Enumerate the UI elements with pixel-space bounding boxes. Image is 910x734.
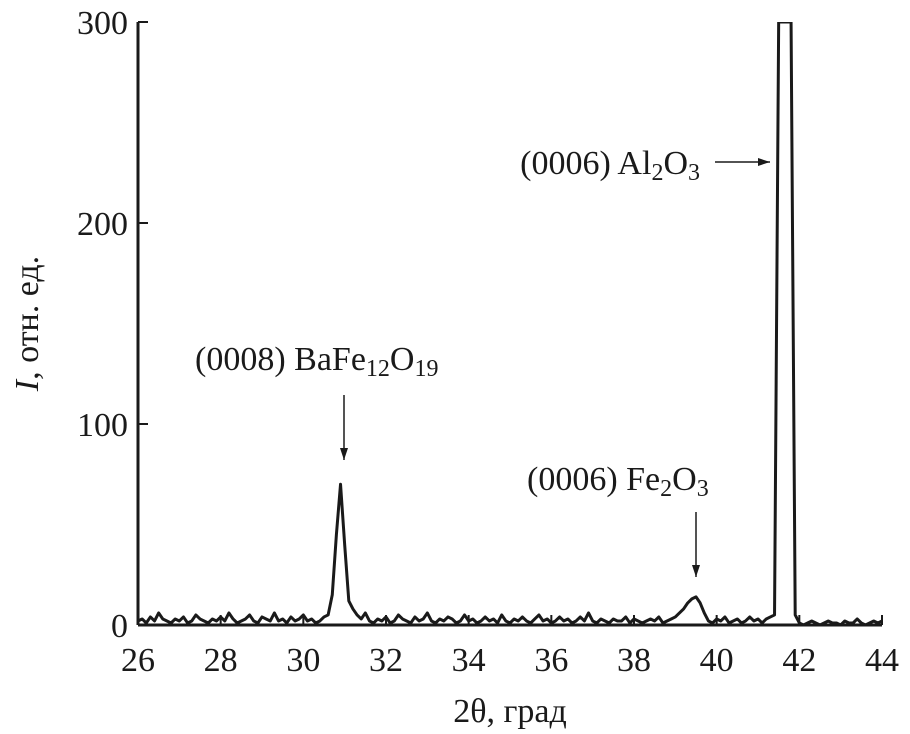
- text-part: 19: [414, 356, 438, 382]
- annotation: (0006) Fe2O3: [527, 461, 709, 502]
- text-part: O: [663, 145, 688, 182]
- y-tick-label: 300: [77, 5, 128, 42]
- annotation: (0006) Al2O3: [520, 145, 700, 186]
- text-part: (0006) Fe: [527, 461, 660, 498]
- x-tick-label: 42: [782, 642, 816, 679]
- x-tick-label: 32: [369, 642, 403, 679]
- text-part: 2θ, град: [453, 693, 567, 730]
- x-axis-label: 2θ, град: [453, 693, 567, 730]
- x-tick-label: 28: [204, 642, 238, 679]
- arrow-head: [758, 158, 770, 166]
- text-part: 3: [697, 476, 709, 502]
- y-axis-label: I, отн. ед.: [9, 256, 46, 392]
- x-tick-label: 38: [617, 642, 651, 679]
- text-part: O: [390, 341, 415, 378]
- x-tick-label: 36: [534, 642, 568, 679]
- text-part: 2: [660, 476, 672, 502]
- text-part: 3: [688, 160, 700, 186]
- arrow-head: [340, 448, 348, 460]
- x-tick-label: 34: [452, 642, 486, 679]
- text-part: 2: [651, 160, 663, 186]
- text-part: O: [672, 461, 697, 498]
- y-tick-label: 100: [77, 407, 128, 444]
- text-part: (0006) Al: [520, 145, 651, 182]
- x-tick-label: 26: [121, 642, 155, 679]
- text-part: 12: [366, 356, 390, 382]
- arrow-head: [692, 565, 700, 577]
- data-line: [138, 22, 882, 625]
- text-part: , отн. ед.: [9, 256, 46, 380]
- x-tick-label: 44: [865, 642, 899, 679]
- x-tick-label: 30: [286, 642, 320, 679]
- x-tick-label: 40: [700, 642, 734, 679]
- text-part: I: [9, 378, 46, 392]
- annotation: (0008) BaFe12O19: [195, 341, 438, 382]
- y-tick-label: 200: [77, 206, 128, 243]
- text-part: (0008) BaFe: [195, 341, 366, 378]
- y-tick-label: 0: [111, 608, 128, 645]
